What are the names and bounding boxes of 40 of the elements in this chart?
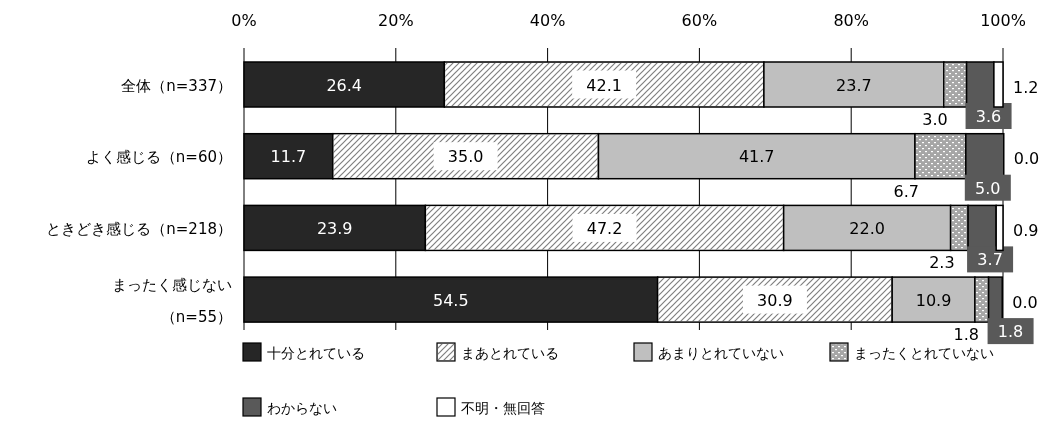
x-tick-label: 40% — [529, 11, 566, 30]
x-tick-label: 80% — [833, 11, 869, 30]
data-label: 1.2 — [1013, 77, 1039, 97]
data-label: 23.9 — [316, 218, 353, 238]
legend-label: わからない — [267, 400, 337, 416]
x-tick-label: 20% — [378, 11, 414, 30]
data-label: 6.7 — [893, 181, 919, 201]
data-label: 23.7 — [836, 75, 872, 95]
data-label: 10.9 — [915, 290, 952, 310]
y-tick-label: まったく感じない（n=55） — [112, 275, 232, 326]
data-label: 47.2 — [586, 218, 623, 238]
data-label: 11.7 — [270, 147, 307, 167]
data-label: 0.0 — [1013, 149, 1040, 169]
y-tick-label: ときどき感じる（n=218） — [46, 219, 232, 238]
data-label: 3.7 — [977, 250, 1003, 270]
data-label: 2.3 — [929, 253, 955, 273]
data-label: 1.8 — [953, 325, 979, 345]
data-label: 3.6 — [975, 107, 1002, 126]
data-label: 54.5 — [433, 290, 469, 310]
legend-label: まったくとれていない — [854, 345, 994, 361]
data-label: 26.4 — [326, 75, 362, 95]
x-tick-label: 0% — [231, 11, 257, 30]
data-label: 0.9 — [1013, 220, 1039, 240]
legend-label: あまりとれていない — [658, 345, 784, 361]
data-label: 35.0 — [447, 147, 484, 167]
legend-label: 不明・無回答 — [461, 400, 545, 416]
x-tick-label: 100% — [980, 11, 1026, 30]
data-label: 0.0 — [1012, 292, 1038, 312]
data-label: 41.7 — [738, 147, 775, 167]
data-label: 1.8 — [997, 322, 1024, 342]
legend-label: 十分とれている — [267, 345, 365, 361]
data-label: 3.0 — [922, 110, 948, 129]
data-label: 22.0 — [849, 218, 885, 238]
data-label: 42.1 — [586, 75, 622, 95]
y-tick-label: よく感じる（n=60） — [85, 148, 232, 167]
legend-label: まあとれている — [461, 345, 559, 361]
y-tick-label: 全体（n=337） — [121, 76, 232, 95]
data-label: 30.9 — [757, 290, 793, 310]
x-tick-label: 60% — [681, 11, 718, 30]
data-label: 5.0 — [975, 178, 1001, 198]
